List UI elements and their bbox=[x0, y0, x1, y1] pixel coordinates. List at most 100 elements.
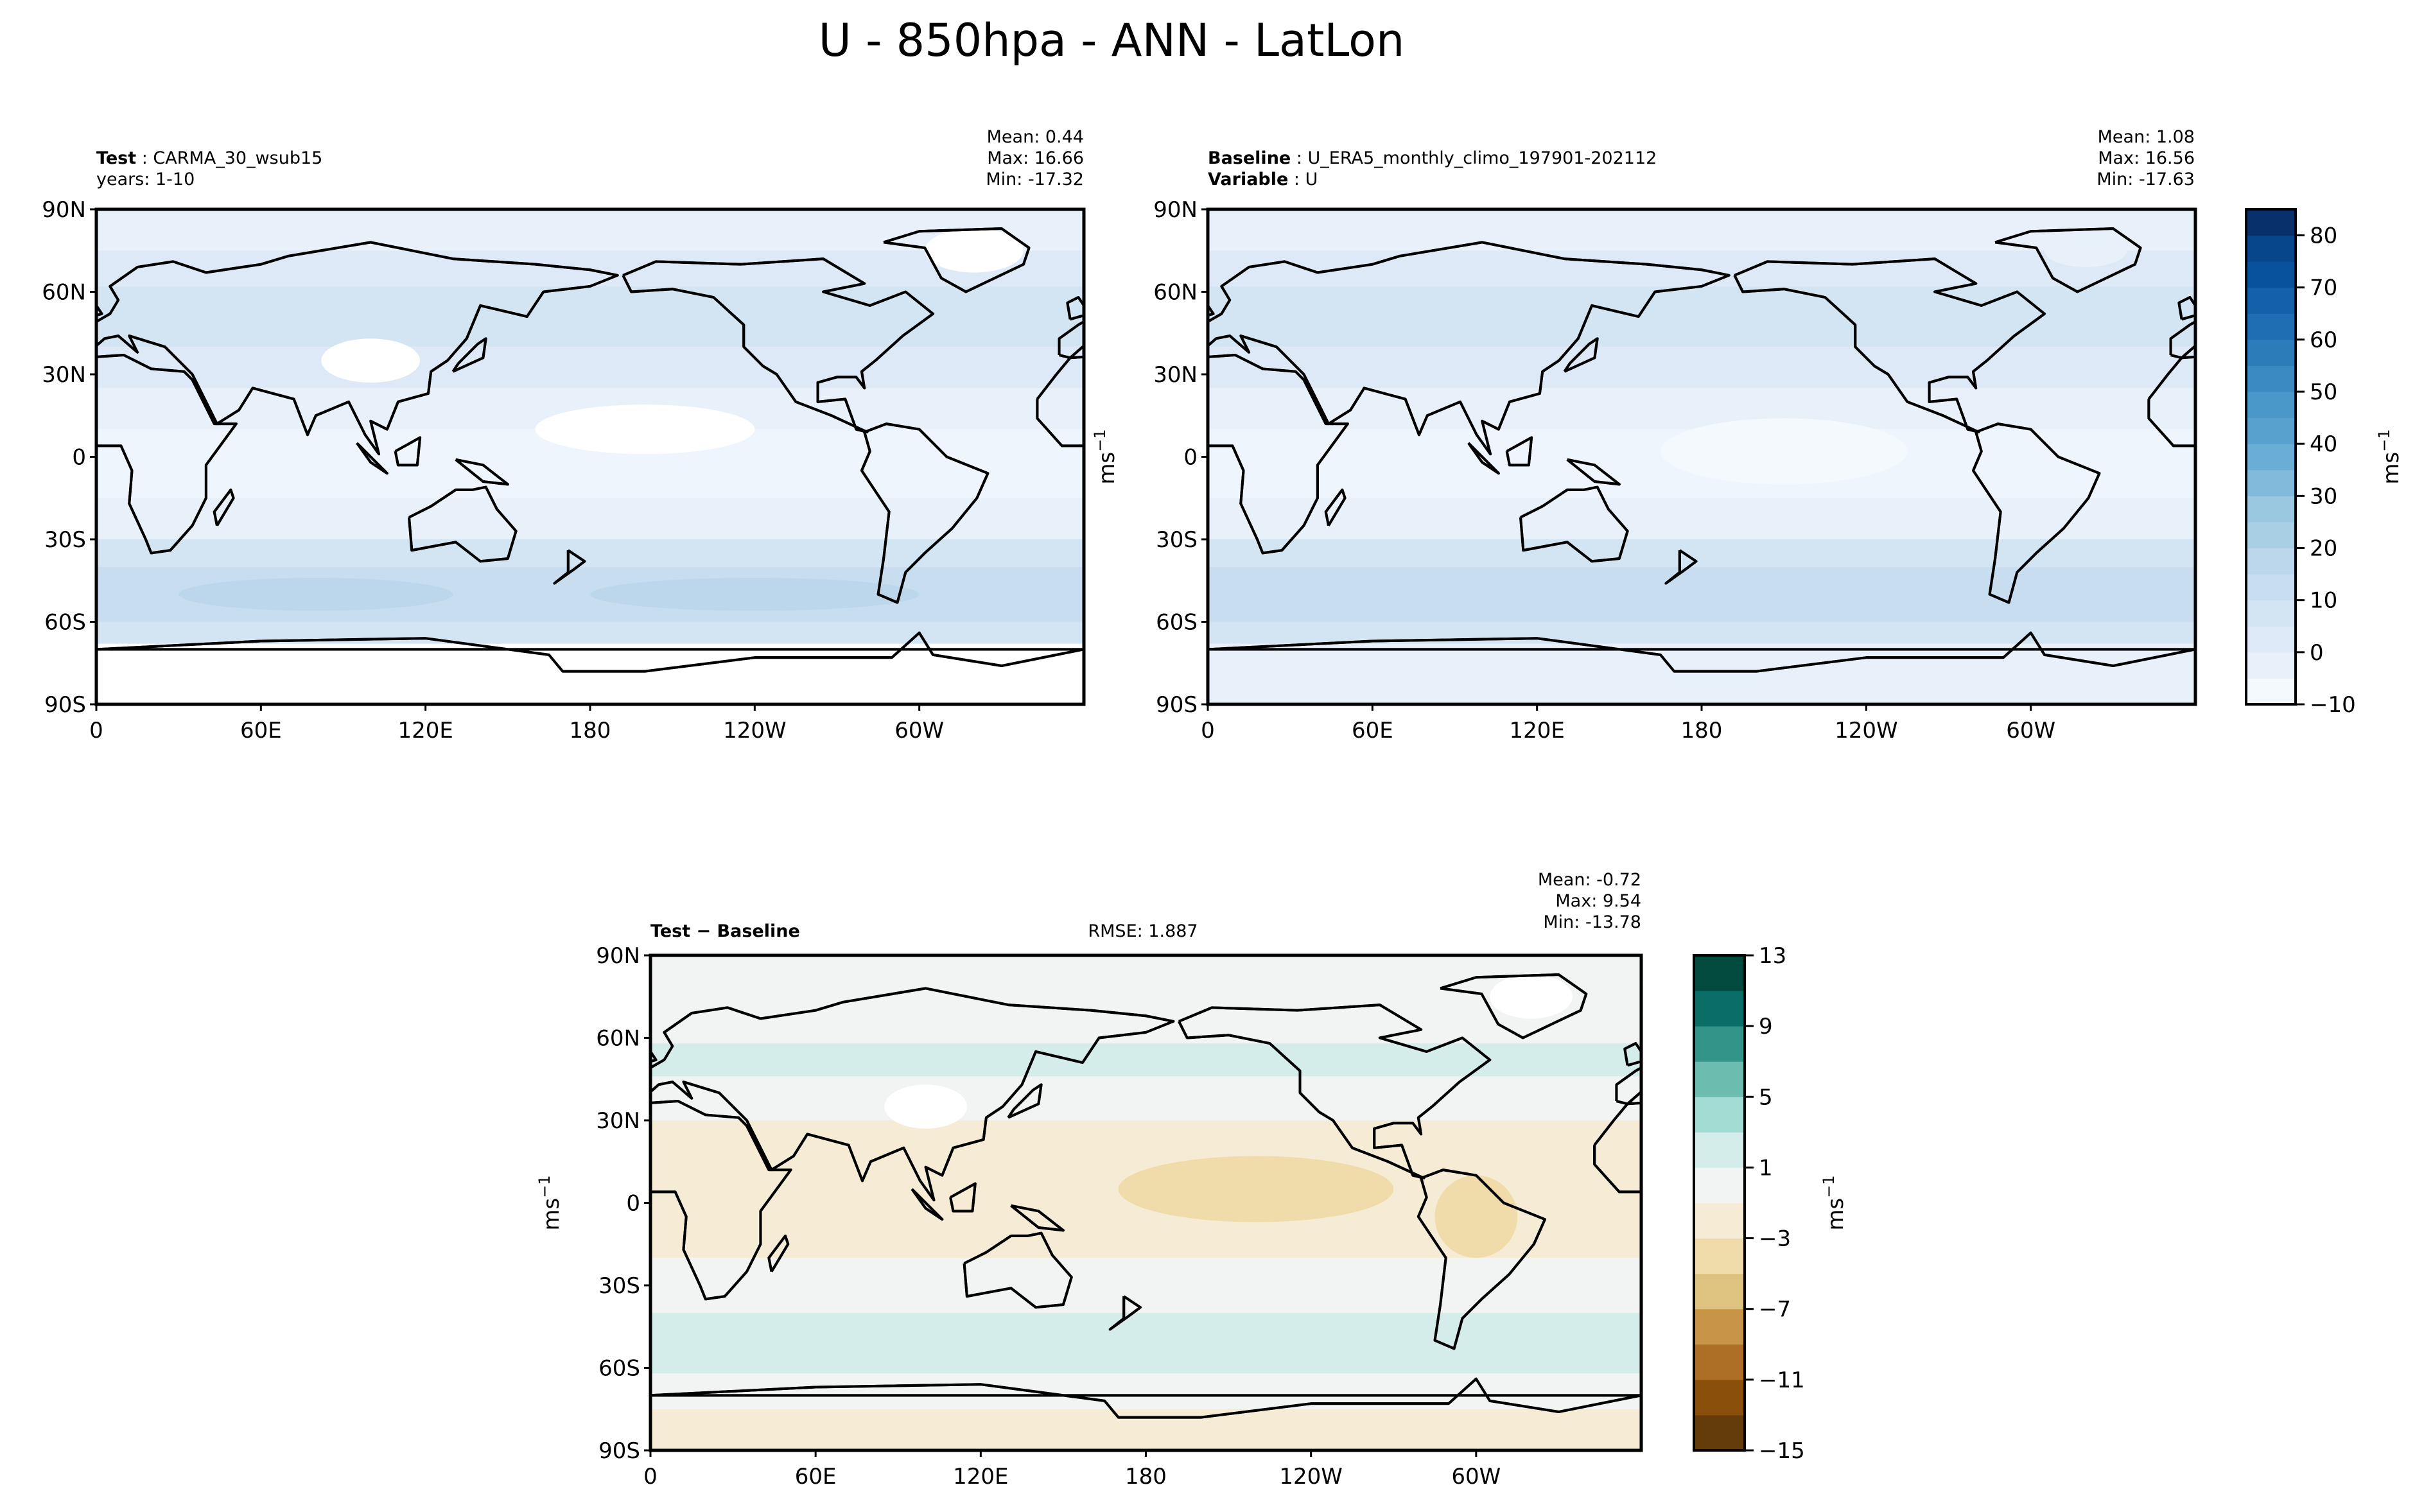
x-tick-label: 120W bbox=[1835, 718, 1898, 743]
contour-band bbox=[96, 347, 1084, 388]
contour-band bbox=[96, 621, 1084, 644]
contour-band bbox=[650, 955, 1641, 983]
colorbar-tick-label: −3 bbox=[1759, 1226, 1791, 1252]
coastline bbox=[451, 337, 487, 373]
diff-title: Test − Baseline bbox=[650, 921, 800, 941]
colorbar-swatch bbox=[2246, 339, 2296, 366]
y-axis-label-sup: −1 bbox=[536, 1175, 554, 1197]
colorbar-swatch bbox=[2246, 496, 2296, 523]
colorbar-swatch bbox=[2246, 574, 2296, 601]
coastline bbox=[2409, 1170, 2415, 1348]
colorbar-label: ms−1 bbox=[2375, 429, 2404, 484]
coastline bbox=[2170, 1005, 2415, 1178]
coastline bbox=[2409, 1170, 2415, 1348]
colorbar-tick-label: 1 bbox=[1759, 1155, 1773, 1181]
colorbar-swatch bbox=[2246, 678, 2296, 705]
coastline bbox=[1903, 1189, 1933, 1219]
coastline bbox=[1955, 1233, 2062, 1308]
y-tick-label: 0 bbox=[626, 1191, 640, 1217]
coastline bbox=[911, 1188, 944, 1221]
map-fill bbox=[0, 209, 1084, 704]
coastline bbox=[1641, 1379, 2415, 1418]
coastline bbox=[1440, 973, 1588, 1039]
colorbar-swatch bbox=[1694, 1167, 1745, 1203]
baseline-title: Baseline : U_ERA5_monthly_climo_197901-2… bbox=[1208, 148, 1657, 168]
x-tick-label: 60E bbox=[240, 718, 282, 743]
coastline bbox=[0, 229, 42, 292]
test-title: Test : CARMA_30_wsub15 bbox=[96, 148, 323, 168]
coastline bbox=[650, 987, 1175, 1202]
y-tick-label: 90N bbox=[1153, 197, 1198, 223]
colorbar-swatch bbox=[2246, 652, 2296, 679]
colorbar-tick-label: 10 bbox=[2310, 588, 2337, 614]
y-tick-label: 90S bbox=[44, 692, 86, 718]
colorbar-tick-label: 40 bbox=[2310, 431, 2337, 457]
y-tick-label: 30N bbox=[1153, 362, 1198, 388]
contour-region bbox=[1434, 1175, 1518, 1258]
coastline bbox=[1324, 488, 1347, 526]
x-tick-label: 60W bbox=[2006, 718, 2055, 743]
x-tick-label: 120E bbox=[1509, 718, 1564, 743]
y-tick-label: 90N bbox=[42, 197, 86, 223]
y-tick-label: 60N bbox=[1153, 280, 1198, 306]
y-tick-label: 90S bbox=[1156, 692, 1198, 718]
y-axis-label-sup: −1 bbox=[1091, 429, 1109, 451]
colorbar-swatch bbox=[2246, 392, 2296, 419]
coastline bbox=[96, 648, 98, 651]
coastline bbox=[650, 1377, 1641, 1419]
y-tick-label: 60S bbox=[1156, 610, 1198, 636]
x-tick-label: 60W bbox=[1451, 1464, 1501, 1490]
coastline bbox=[20, 1206, 72, 1231]
coastline bbox=[1733, 257, 2046, 433]
y-tick-label: 60N bbox=[596, 1026, 640, 1052]
x-tick-label: 120W bbox=[723, 718, 787, 743]
contour-band bbox=[1208, 388, 2195, 430]
colorbar-2: −15 −11 −7 −3 1 5 9 13 ms−1 bbox=[1693, 943, 1849, 1464]
colorbar-tick-label: −15 bbox=[1759, 1438, 1805, 1464]
map-panel-0: 0 60E 120E 180 120W 60W 90N 60N 30N 0 30S 60S 90S bbox=[0, 197, 1086, 743]
contour-band bbox=[650, 1043, 1641, 1077]
contour-band bbox=[1208, 347, 2195, 388]
coastline bbox=[2101, 1296, 2131, 1329]
baseline-stats: Mean: 1.08 Max: 16.56 Min: -17.63 bbox=[2097, 127, 2195, 189]
colorbar-frame bbox=[1693, 954, 1746, 1452]
colorbar-swatch bbox=[1694, 1414, 1745, 1451]
coastline bbox=[2195, 633, 2415, 672]
coastline bbox=[1941, 1184, 1966, 1212]
coastline bbox=[1999, 1084, 2032, 1117]
y-tick-label: 90N bbox=[596, 943, 640, 969]
coastline bbox=[1941, 1184, 1966, 1212]
contour-region bbox=[1490, 974, 1573, 1019]
y-tick-label: 60S bbox=[598, 1356, 640, 1382]
coastline bbox=[17, 1084, 50, 1117]
contour-band bbox=[96, 286, 1084, 347]
coastline bbox=[1208, 631, 2195, 673]
coastline bbox=[1903, 1189, 1933, 1219]
colorbar-swatch bbox=[2246, 209, 2296, 236]
contour-region bbox=[925, 228, 1024, 273]
y-tick-label: 60N bbox=[42, 280, 86, 306]
contour-band bbox=[1208, 286, 2195, 347]
colorbar-swatch bbox=[1694, 1238, 1745, 1274]
colorbar-tick-label: 20 bbox=[2310, 536, 2337, 562]
contour-region bbox=[1008, 1046, 1119, 1074]
y-tick-label: 30S bbox=[598, 1273, 640, 1299]
coastline bbox=[1664, 549, 1698, 585]
coastline bbox=[1208, 241, 1731, 456]
colorbar-frame bbox=[2245, 208, 2297, 706]
contour-band bbox=[1208, 621, 2195, 644]
colorbar-swatch bbox=[2246, 444, 2296, 471]
colorbar-swatch bbox=[2246, 469, 2296, 496]
colorbar-swatch bbox=[2246, 365, 2296, 392]
map-panel-2: 0 60E 120E 180 120W 60W 90N 60N 30N 0 30S 60S 90S ms−… bbox=[17, 943, 2415, 1490]
x-tick-label: 180 bbox=[570, 718, 611, 743]
colorbar-tick-label: 80 bbox=[2310, 223, 2337, 249]
coastline bbox=[2195, 633, 2415, 672]
coastline bbox=[553, 549, 586, 585]
coastline bbox=[767, 1234, 790, 1273]
coastline bbox=[2170, 1005, 2415, 1178]
coastline bbox=[949, 1182, 977, 1213]
x-tick-label: 120E bbox=[953, 1464, 1008, 1490]
coastline bbox=[96, 631, 1084, 673]
